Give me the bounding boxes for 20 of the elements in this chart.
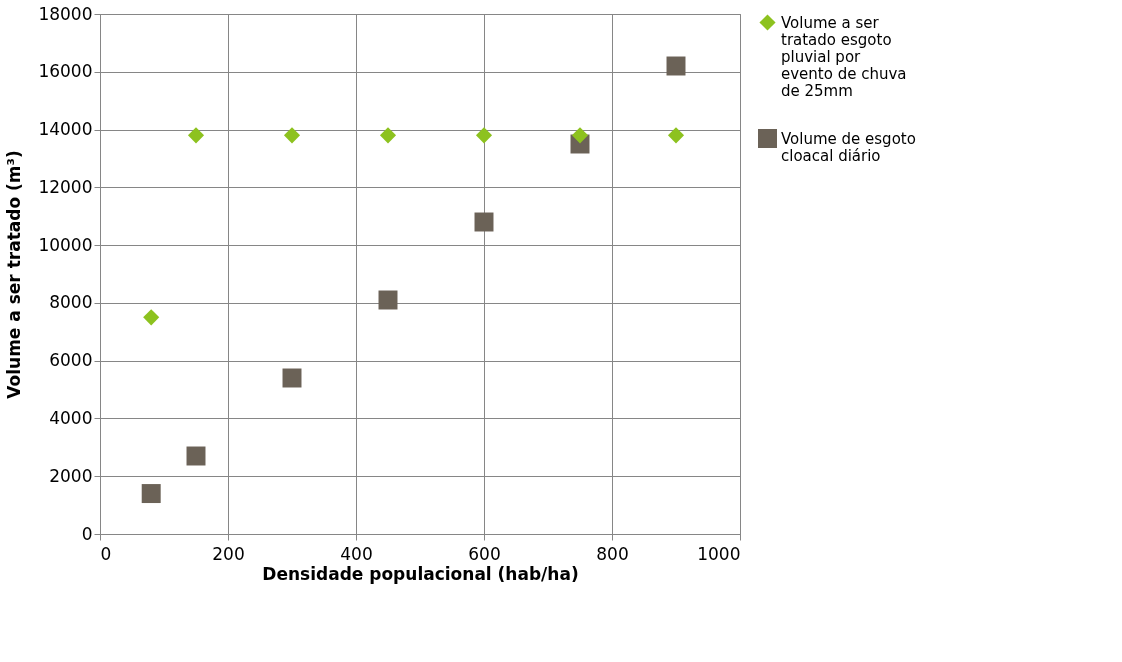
legend-label: Volume de esgoto cloacal diário — [781, 129, 916, 165]
y-tick-label: 6000 — [49, 350, 93, 371]
y-tick-label: 18000 — [38, 3, 93, 24]
x-tick-label: 600 — [468, 543, 501, 564]
y-tick-label: 14000 — [38, 119, 93, 140]
y-tick-label: 2000 — [49, 465, 93, 486]
y-tick-label: 12000 — [38, 176, 93, 197]
y-tick-label: 10000 — [38, 234, 93, 255]
x-axis-title: Densidade populacional (hab/ha) — [262, 563, 579, 584]
x-tick-label: 0 — [100, 543, 112, 564]
legend-label: Volume a ser tratado esgoto pluvial por evento de chuva de 25mm — [781, 13, 907, 100]
y-tick-label: 0 — [81, 523, 93, 544]
x-tick-label: 200 — [212, 543, 245, 564]
x-tick-label: 1000 — [697, 543, 741, 564]
x-tick-label: 800 — [596, 543, 629, 564]
y-tick-label: 4000 — [49, 407, 93, 428]
y-tick-label: 8000 — [49, 292, 93, 313]
y-tick-label: 16000 — [38, 61, 93, 82]
x-tick-label: 400 — [340, 543, 373, 564]
y-axis-title: Volume a ser tratado (m³) — [4, 150, 25, 399]
